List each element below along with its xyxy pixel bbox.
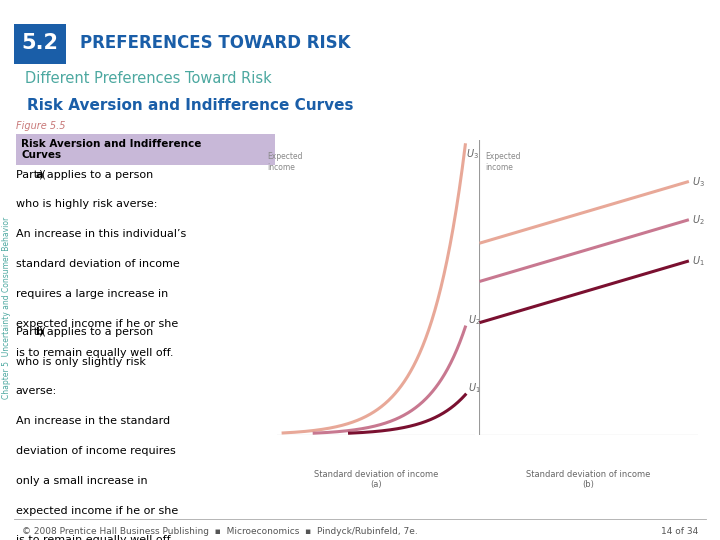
Text: An increase in this individual’s: An increase in this individual’s bbox=[16, 229, 186, 239]
Text: $U_2$: $U_2$ bbox=[692, 213, 704, 227]
Text: who is only slightly risk: who is only slightly risk bbox=[16, 356, 145, 367]
Text: Standard deviation of income
(a): Standard deviation of income (a) bbox=[314, 470, 438, 489]
Text: ) applies to a person: ) applies to a person bbox=[39, 170, 153, 180]
Text: expected income if he or she: expected income if he or she bbox=[16, 319, 178, 329]
Text: Expected
income: Expected income bbox=[485, 152, 521, 172]
Text: Standard deviation of income
(b): Standard deviation of income (b) bbox=[526, 470, 651, 489]
Text: $U_1$: $U_1$ bbox=[692, 254, 705, 268]
Text: is to remain equally well off.: is to remain equally well off. bbox=[16, 535, 174, 540]
Text: requires a large increase in: requires a large increase in bbox=[16, 289, 168, 299]
Text: Part (: Part ( bbox=[16, 327, 46, 337]
Text: Risk Aversion and Indifference Curves: Risk Aversion and Indifference Curves bbox=[27, 98, 354, 113]
Text: a: a bbox=[35, 170, 42, 180]
Text: only a small increase in: only a small increase in bbox=[16, 476, 148, 486]
Text: Expected
income: Expected income bbox=[267, 152, 303, 172]
Text: standard deviation of income: standard deviation of income bbox=[16, 259, 179, 269]
Text: ) applies to a person: ) applies to a person bbox=[39, 327, 153, 337]
Text: Figure 5.5: Figure 5.5 bbox=[16, 122, 66, 131]
Text: $U_1$: $U_1$ bbox=[468, 381, 481, 395]
Text: b: b bbox=[35, 327, 43, 337]
Text: is to remain equally well off.: is to remain equally well off. bbox=[16, 348, 174, 359]
Text: who is highly risk averse:: who is highly risk averse: bbox=[16, 199, 157, 210]
Text: Part (: Part ( bbox=[16, 170, 46, 180]
Text: averse:: averse: bbox=[16, 386, 57, 396]
Text: Chapter 5  Uncertainty and Consumer Behavior: Chapter 5 Uncertainty and Consumer Behav… bbox=[2, 217, 11, 399]
Text: © 2008 Prentice Hall Business Publishing  ▪  Microeconomics  ▪  Pindyck/Rubinfel: © 2008 Prentice Hall Business Publishing… bbox=[22, 527, 418, 536]
Text: deviation of income requires: deviation of income requires bbox=[16, 446, 176, 456]
Text: PREFERENCES TOWARD RISK: PREFERENCES TOWARD RISK bbox=[80, 34, 351, 52]
Text: expected income if he or she: expected income if he or she bbox=[16, 505, 178, 516]
Text: An increase in the standard: An increase in the standard bbox=[16, 416, 170, 426]
Text: $U_3$: $U_3$ bbox=[466, 147, 479, 161]
Text: 5.2: 5.2 bbox=[22, 33, 58, 53]
Text: Different Preferences Toward Risk: Different Preferences Toward Risk bbox=[24, 71, 271, 86]
FancyBboxPatch shape bbox=[16, 134, 275, 165]
Text: 14 of 34: 14 of 34 bbox=[661, 527, 698, 536]
FancyBboxPatch shape bbox=[14, 24, 66, 64]
Text: $U_3$: $U_3$ bbox=[692, 175, 705, 189]
Text: $U_2$: $U_2$ bbox=[468, 313, 481, 327]
Text: Risk Aversion and Indifference
Curves: Risk Aversion and Indifference Curves bbox=[21, 139, 202, 160]
